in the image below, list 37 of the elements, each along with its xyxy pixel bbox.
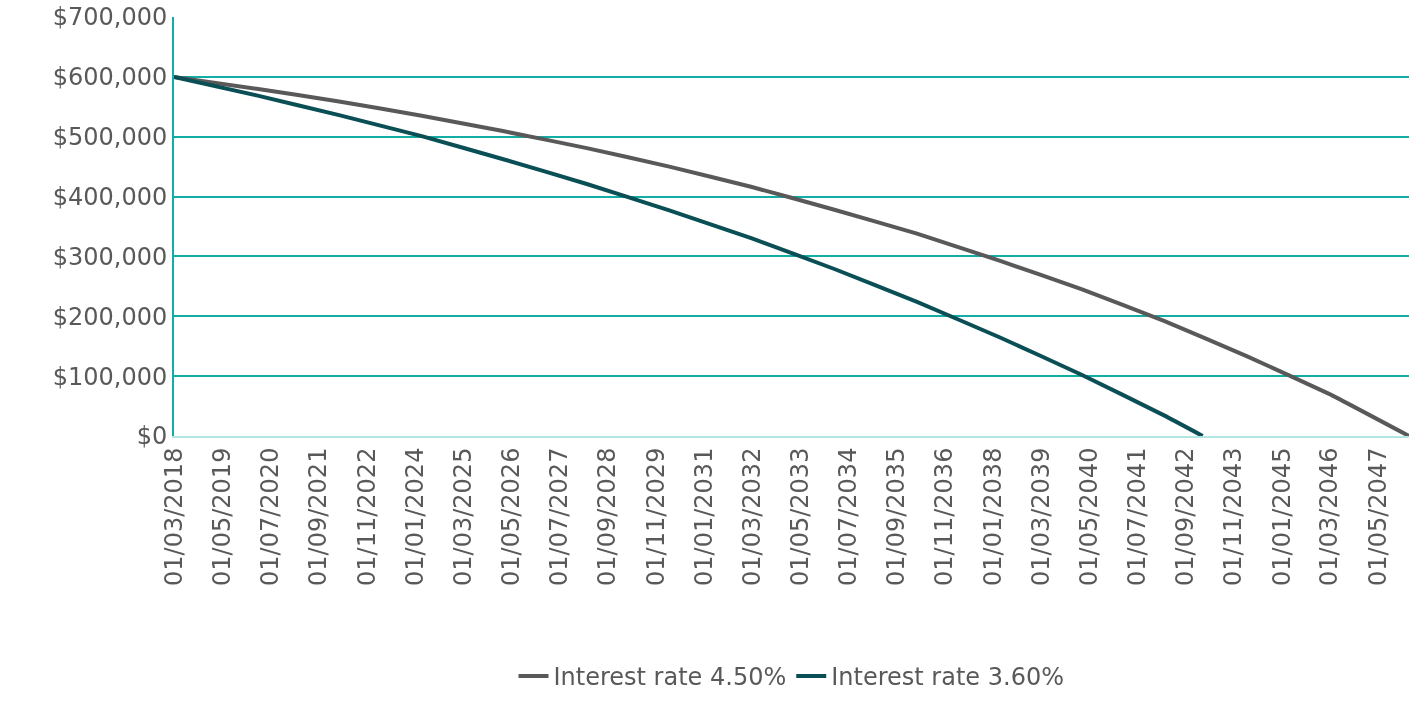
x-tick-label: 01/07/2027 <box>545 447 574 586</box>
x-tick-label: 01/07/2020 <box>256 447 285 586</box>
x-tick-label: 01/09/2035 <box>882 447 911 586</box>
x-tick-label: 01/05/2040 <box>1074 447 1103 586</box>
x-tick-label: 01/03/2025 <box>448 447 477 586</box>
x-tick-label: 01/05/2026 <box>496 447 525 586</box>
x-tick-label: 01/03/2018 <box>159 447 188 586</box>
x-tick-label: 01/01/2045 <box>1267 447 1296 586</box>
x-tick-label: 01/09/2021 <box>304 447 333 586</box>
x-tick-label: 01/03/2046 <box>1315 447 1344 586</box>
x-tick-label: 01/11/2022 <box>352 447 381 586</box>
x-tick-label: 01/05/2033 <box>785 447 814 586</box>
y-tick-label: $500,000 <box>52 123 168 152</box>
x-tick-label: 01/03/2039 <box>1026 447 1055 586</box>
x-tick-label: 01/07/2034 <box>833 447 862 586</box>
x-tick-label: 01/01/2038 <box>978 447 1007 586</box>
line-series <box>174 74 1409 436</box>
x-tick-label: 01/11/2029 <box>641 447 670 586</box>
x-tick-label: 01/01/2024 <box>400 447 429 586</box>
line-series <box>174 74 1205 436</box>
x-tick-label: 01/07/2041 <box>1122 447 1151 586</box>
x-tick-label: 01/05/2047 <box>1363 447 1392 586</box>
y-tick-label: $100,000 <box>52 362 168 391</box>
y-tick-label: $400,000 <box>52 182 168 211</box>
y-tick-label: $600,000 <box>52 63 168 92</box>
x-tick-label: 01/11/2043 <box>1219 447 1248 586</box>
x-tick-label: 01/09/2028 <box>593 447 622 586</box>
x-tick-label: 01/11/2036 <box>930 447 959 586</box>
legend-label: Interest rate 3.60% <box>831 663 1064 692</box>
legend-label: Interest rate 4.50% <box>553 663 787 692</box>
x-tick-label: 01/09/2042 <box>1171 447 1200 586</box>
y-tick-label: $700,000 <box>52 3 168 32</box>
x-tick-label: 01/03/2032 <box>737 447 766 586</box>
x-tick-label: 01/05/2019 <box>207 447 236 586</box>
y-tick-label: $300,000 <box>52 242 168 271</box>
y-tick-label: $200,000 <box>52 302 168 331</box>
x-tick-label: 01/01/2031 <box>689 447 718 586</box>
